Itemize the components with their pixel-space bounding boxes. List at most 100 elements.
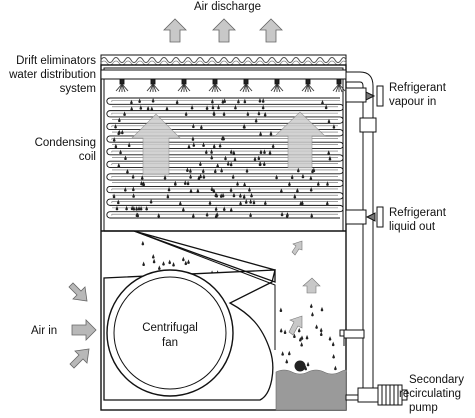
water-drop-icon <box>252 199 256 205</box>
water-drop-icon <box>114 143 118 149</box>
water-drop-icon <box>258 98 262 103</box>
water-drop-icon <box>242 194 246 199</box>
water-drop-icon <box>187 144 191 149</box>
water-drop-icon <box>132 193 135 198</box>
water-drop-icon <box>126 168 129 174</box>
water-drop-icon <box>332 124 336 129</box>
water-drop-icon <box>243 98 247 104</box>
water-drop-icon <box>191 136 195 141</box>
water-drop-icon <box>214 206 218 211</box>
water-drop-icon <box>243 181 246 187</box>
water-drop-icon <box>297 167 300 173</box>
water-drop-icon <box>300 342 303 347</box>
water-distribution-label: water distribution <box>9 69 96 81</box>
water-drop-icon <box>152 258 156 264</box>
water-drop-icon <box>316 181 320 186</box>
water-drop-icon <box>175 99 179 105</box>
water-drop-icon <box>145 205 148 211</box>
water-drop-icon <box>253 156 257 161</box>
water-drop-icon <box>211 98 214 104</box>
centrifugal-fan <box>106 269 234 397</box>
water-drop-icon <box>174 181 177 186</box>
water-drop-icon <box>202 174 206 179</box>
water-drop-icon <box>305 334 309 340</box>
water-drop-icon <box>285 358 289 364</box>
float-ball-icon <box>294 360 306 372</box>
water-drop-icon <box>328 155 332 161</box>
water-drop-icon <box>167 186 171 192</box>
water-drop-icon <box>119 149 122 155</box>
water-drop-icon <box>223 98 226 103</box>
water-drop-icon <box>200 124 203 130</box>
water-drop-icon <box>332 353 335 359</box>
water-drop-icon <box>315 324 318 329</box>
water-drop-icon <box>220 167 223 173</box>
water-drop-icon <box>112 193 116 199</box>
water-drop-icon <box>146 105 150 111</box>
water-drop-icon <box>259 131 262 136</box>
drift-eliminators-label: Drift eliminators <box>16 55 96 67</box>
water-drop-icon <box>331 341 335 347</box>
liquid-out-label: liquid out <box>389 221 436 233</box>
water-drop-icon <box>114 123 117 129</box>
water-drop-icon <box>132 186 135 192</box>
water-drop-icon <box>263 111 267 117</box>
water-drop-icon <box>263 149 266 154</box>
water-drop-icon <box>197 175 201 181</box>
water-drop-icon <box>326 181 329 186</box>
water-drop-icon <box>300 335 304 340</box>
water-drop-icon <box>229 161 233 167</box>
water-drop-icon <box>306 361 310 367</box>
water-drop-icon <box>214 213 218 218</box>
spray-nozzle-icon <box>270 78 284 93</box>
water-drops <box>112 98 337 371</box>
water-drop-icon <box>226 161 230 166</box>
spray-nozzle-icon <box>177 78 191 93</box>
water-drop-icon <box>309 303 313 308</box>
water-drop-icon <box>212 111 216 116</box>
water-drop-icon <box>186 180 190 186</box>
external-piping <box>343 71 377 393</box>
upward-arrow-icon <box>163 18 187 43</box>
water-drop-icon <box>250 192 253 198</box>
water-drop-icon <box>179 200 182 206</box>
upward-arrow-icon <box>291 240 303 256</box>
water-drop-icon <box>212 143 216 149</box>
refrigerant-connections <box>365 85 384 228</box>
water-drop-icon <box>239 193 242 198</box>
water-drop-icon <box>115 205 119 211</box>
refrigerant-in-label: Refrigerant <box>389 82 446 94</box>
air-discharge-arrows <box>163 18 283 43</box>
water-drop-icon <box>217 104 220 110</box>
water-drop-icon <box>249 199 252 204</box>
water-drop-icon <box>142 261 145 267</box>
upward-arrow-icon <box>212 18 236 43</box>
water-drop-icon <box>232 192 236 198</box>
water-drop-icon <box>190 104 194 110</box>
water-drop-icon <box>186 167 189 172</box>
water-drop-icon <box>214 192 218 198</box>
water-drop-icon <box>319 331 323 337</box>
spray-nozzle-icon <box>301 78 315 93</box>
system-label: system <box>59 83 96 95</box>
water-drop-icon <box>221 99 225 104</box>
coil-label: coil <box>78 151 96 163</box>
water-drop-icon <box>205 105 209 110</box>
water-drop-icon <box>157 213 161 218</box>
water-drop-icon <box>221 192 225 198</box>
water-drop-icon <box>257 110 261 116</box>
water-drop-icon <box>287 350 291 356</box>
water-drop-icon <box>151 254 155 259</box>
lower-air-arrows <box>288 240 321 336</box>
water-drop-icon <box>258 161 262 167</box>
drift-eliminator <box>100 54 347 66</box>
water-drop-icon <box>141 240 145 246</box>
water-drop-icon <box>320 306 324 312</box>
water-drop-icon <box>208 200 212 205</box>
water-drop-icon <box>123 111 126 116</box>
water-drop-icon <box>118 117 121 123</box>
water-drop-icon <box>243 124 246 129</box>
inward-arrow-icon <box>68 282 88 302</box>
water-drop-icon <box>229 187 233 192</box>
